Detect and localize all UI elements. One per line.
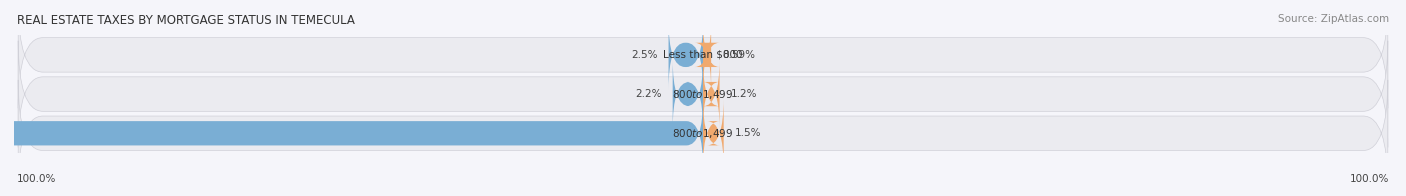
FancyBboxPatch shape: [703, 59, 720, 129]
Text: $800 to $1,499: $800 to $1,499: [672, 127, 734, 140]
Text: REAL ESTATE TAXES BY MORTGAGE STATUS IN TEMECULA: REAL ESTATE TAXES BY MORTGAGE STATUS IN …: [17, 14, 354, 27]
Text: 1.5%: 1.5%: [735, 128, 761, 138]
FancyBboxPatch shape: [703, 98, 724, 168]
Text: Source: ZipAtlas.com: Source: ZipAtlas.com: [1278, 14, 1389, 24]
FancyBboxPatch shape: [672, 59, 703, 129]
Text: $800 to $1,499: $800 to $1,499: [672, 88, 734, 101]
Text: Less than $800: Less than $800: [664, 50, 742, 60]
Text: 100.0%: 100.0%: [17, 174, 56, 184]
FancyBboxPatch shape: [18, 80, 1388, 187]
FancyBboxPatch shape: [695, 20, 720, 90]
FancyBboxPatch shape: [18, 41, 1388, 147]
Text: 2.2%: 2.2%: [636, 89, 662, 99]
FancyBboxPatch shape: [18, 2, 1388, 108]
FancyBboxPatch shape: [669, 20, 703, 90]
Text: 0.59%: 0.59%: [723, 50, 755, 60]
Text: 1.2%: 1.2%: [731, 89, 756, 99]
FancyBboxPatch shape: [0, 98, 703, 168]
Text: 100.0%: 100.0%: [1350, 174, 1389, 184]
Text: 2.5%: 2.5%: [631, 50, 658, 60]
